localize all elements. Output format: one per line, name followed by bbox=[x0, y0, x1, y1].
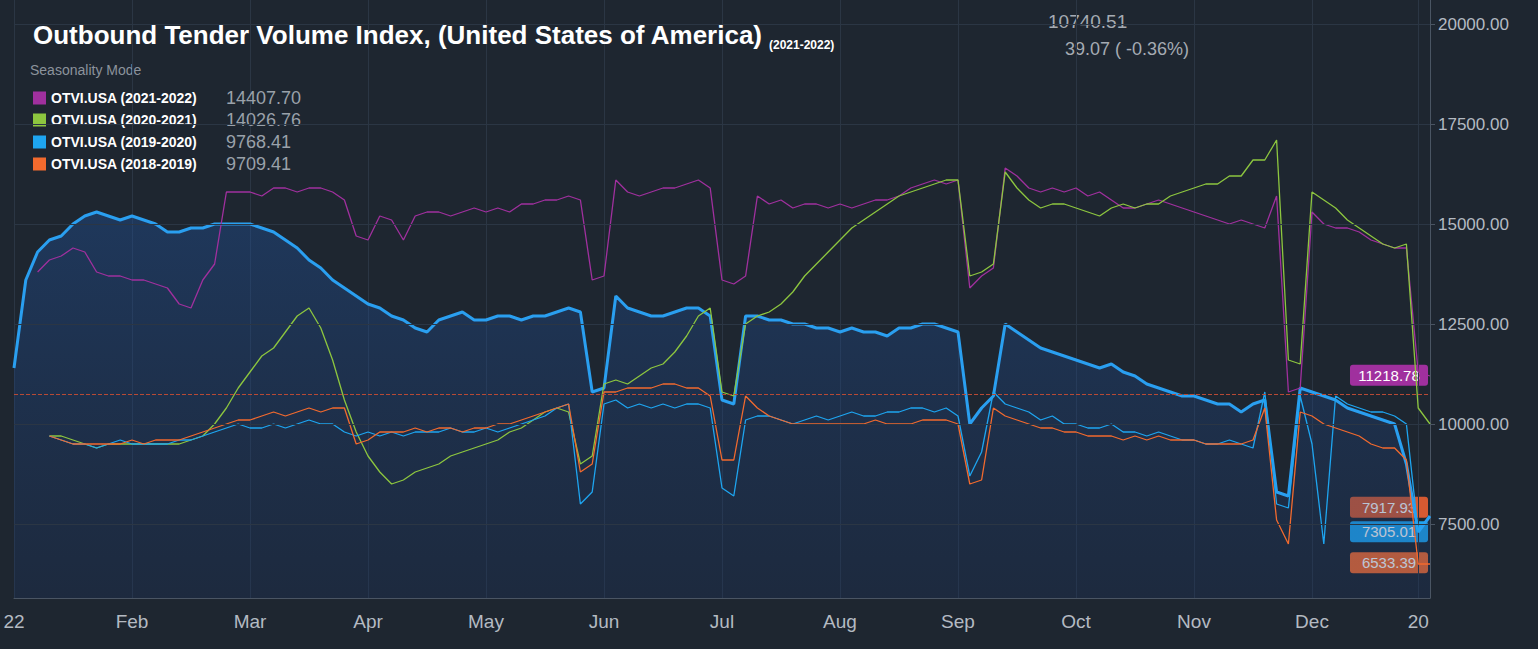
svg-text:Jun: Jun bbox=[589, 611, 620, 632]
svg-text:(2021-2022): (2021-2022) bbox=[769, 38, 834, 52]
svg-text:Outbound Tender Volume Index,: Outbound Tender Volume Index, (United St… bbox=[33, 20, 762, 50]
svg-text:May: May bbox=[468, 611, 504, 632]
svg-text:39.07 ( -0.36%): 39.07 ( -0.36%) bbox=[1065, 39, 1189, 59]
svg-text:10000.00: 10000.00 bbox=[1438, 415, 1509, 434]
svg-text:Oct: Oct bbox=[1061, 611, 1091, 632]
svg-text:Mar: Mar bbox=[234, 611, 267, 632]
svg-text:15000.00: 15000.00 bbox=[1438, 215, 1509, 234]
svg-text:20000.00: 20000.00 bbox=[1438, 15, 1509, 34]
svg-text:OTVI.USA (2019-2020): OTVI.USA (2019-2020) bbox=[51, 134, 197, 150]
svg-text:Seasonality Mode: Seasonality Mode bbox=[30, 62, 142, 78]
svg-text:Apr: Apr bbox=[353, 611, 383, 632]
svg-text:Aug: Aug bbox=[823, 611, 857, 632]
svg-text:7500.00: 7500.00 bbox=[1438, 515, 1499, 534]
svg-text:20: 20 bbox=[1408, 611, 1429, 632]
svg-text:OTVI.USA (2018-2019): OTVI.USA (2018-2019) bbox=[51, 156, 197, 172]
svg-text:17500.00: 17500.00 bbox=[1438, 115, 1509, 134]
svg-text:11218.78: 11218.78 bbox=[1358, 367, 1419, 384]
svg-text:OTVI.USA (2021-2022): OTVI.USA (2021-2022) bbox=[51, 90, 197, 106]
svg-text:9709.41: 9709.41 bbox=[226, 154, 291, 174]
svg-text:Sep: Sep bbox=[941, 611, 975, 632]
svg-text:Jul: Jul bbox=[710, 611, 734, 632]
svg-text:Dec: Dec bbox=[1295, 611, 1329, 632]
svg-text:Nov: Nov bbox=[1177, 611, 1211, 632]
svg-text:14026.76: 14026.76 bbox=[226, 110, 301, 130]
svg-text:OTVI.USA (2020-2021): OTVI.USA (2020-2021) bbox=[51, 112, 197, 128]
svg-text:9768.41: 9768.41 bbox=[226, 132, 291, 152]
svg-text:10740.51: 10740.51 bbox=[1048, 11, 1127, 32]
svg-text:22: 22 bbox=[3, 611, 24, 632]
svg-text:12500.00: 12500.00 bbox=[1438, 315, 1509, 334]
svg-text:Feb: Feb bbox=[116, 611, 149, 632]
svg-text:14407.70: 14407.70 bbox=[226, 88, 301, 108]
